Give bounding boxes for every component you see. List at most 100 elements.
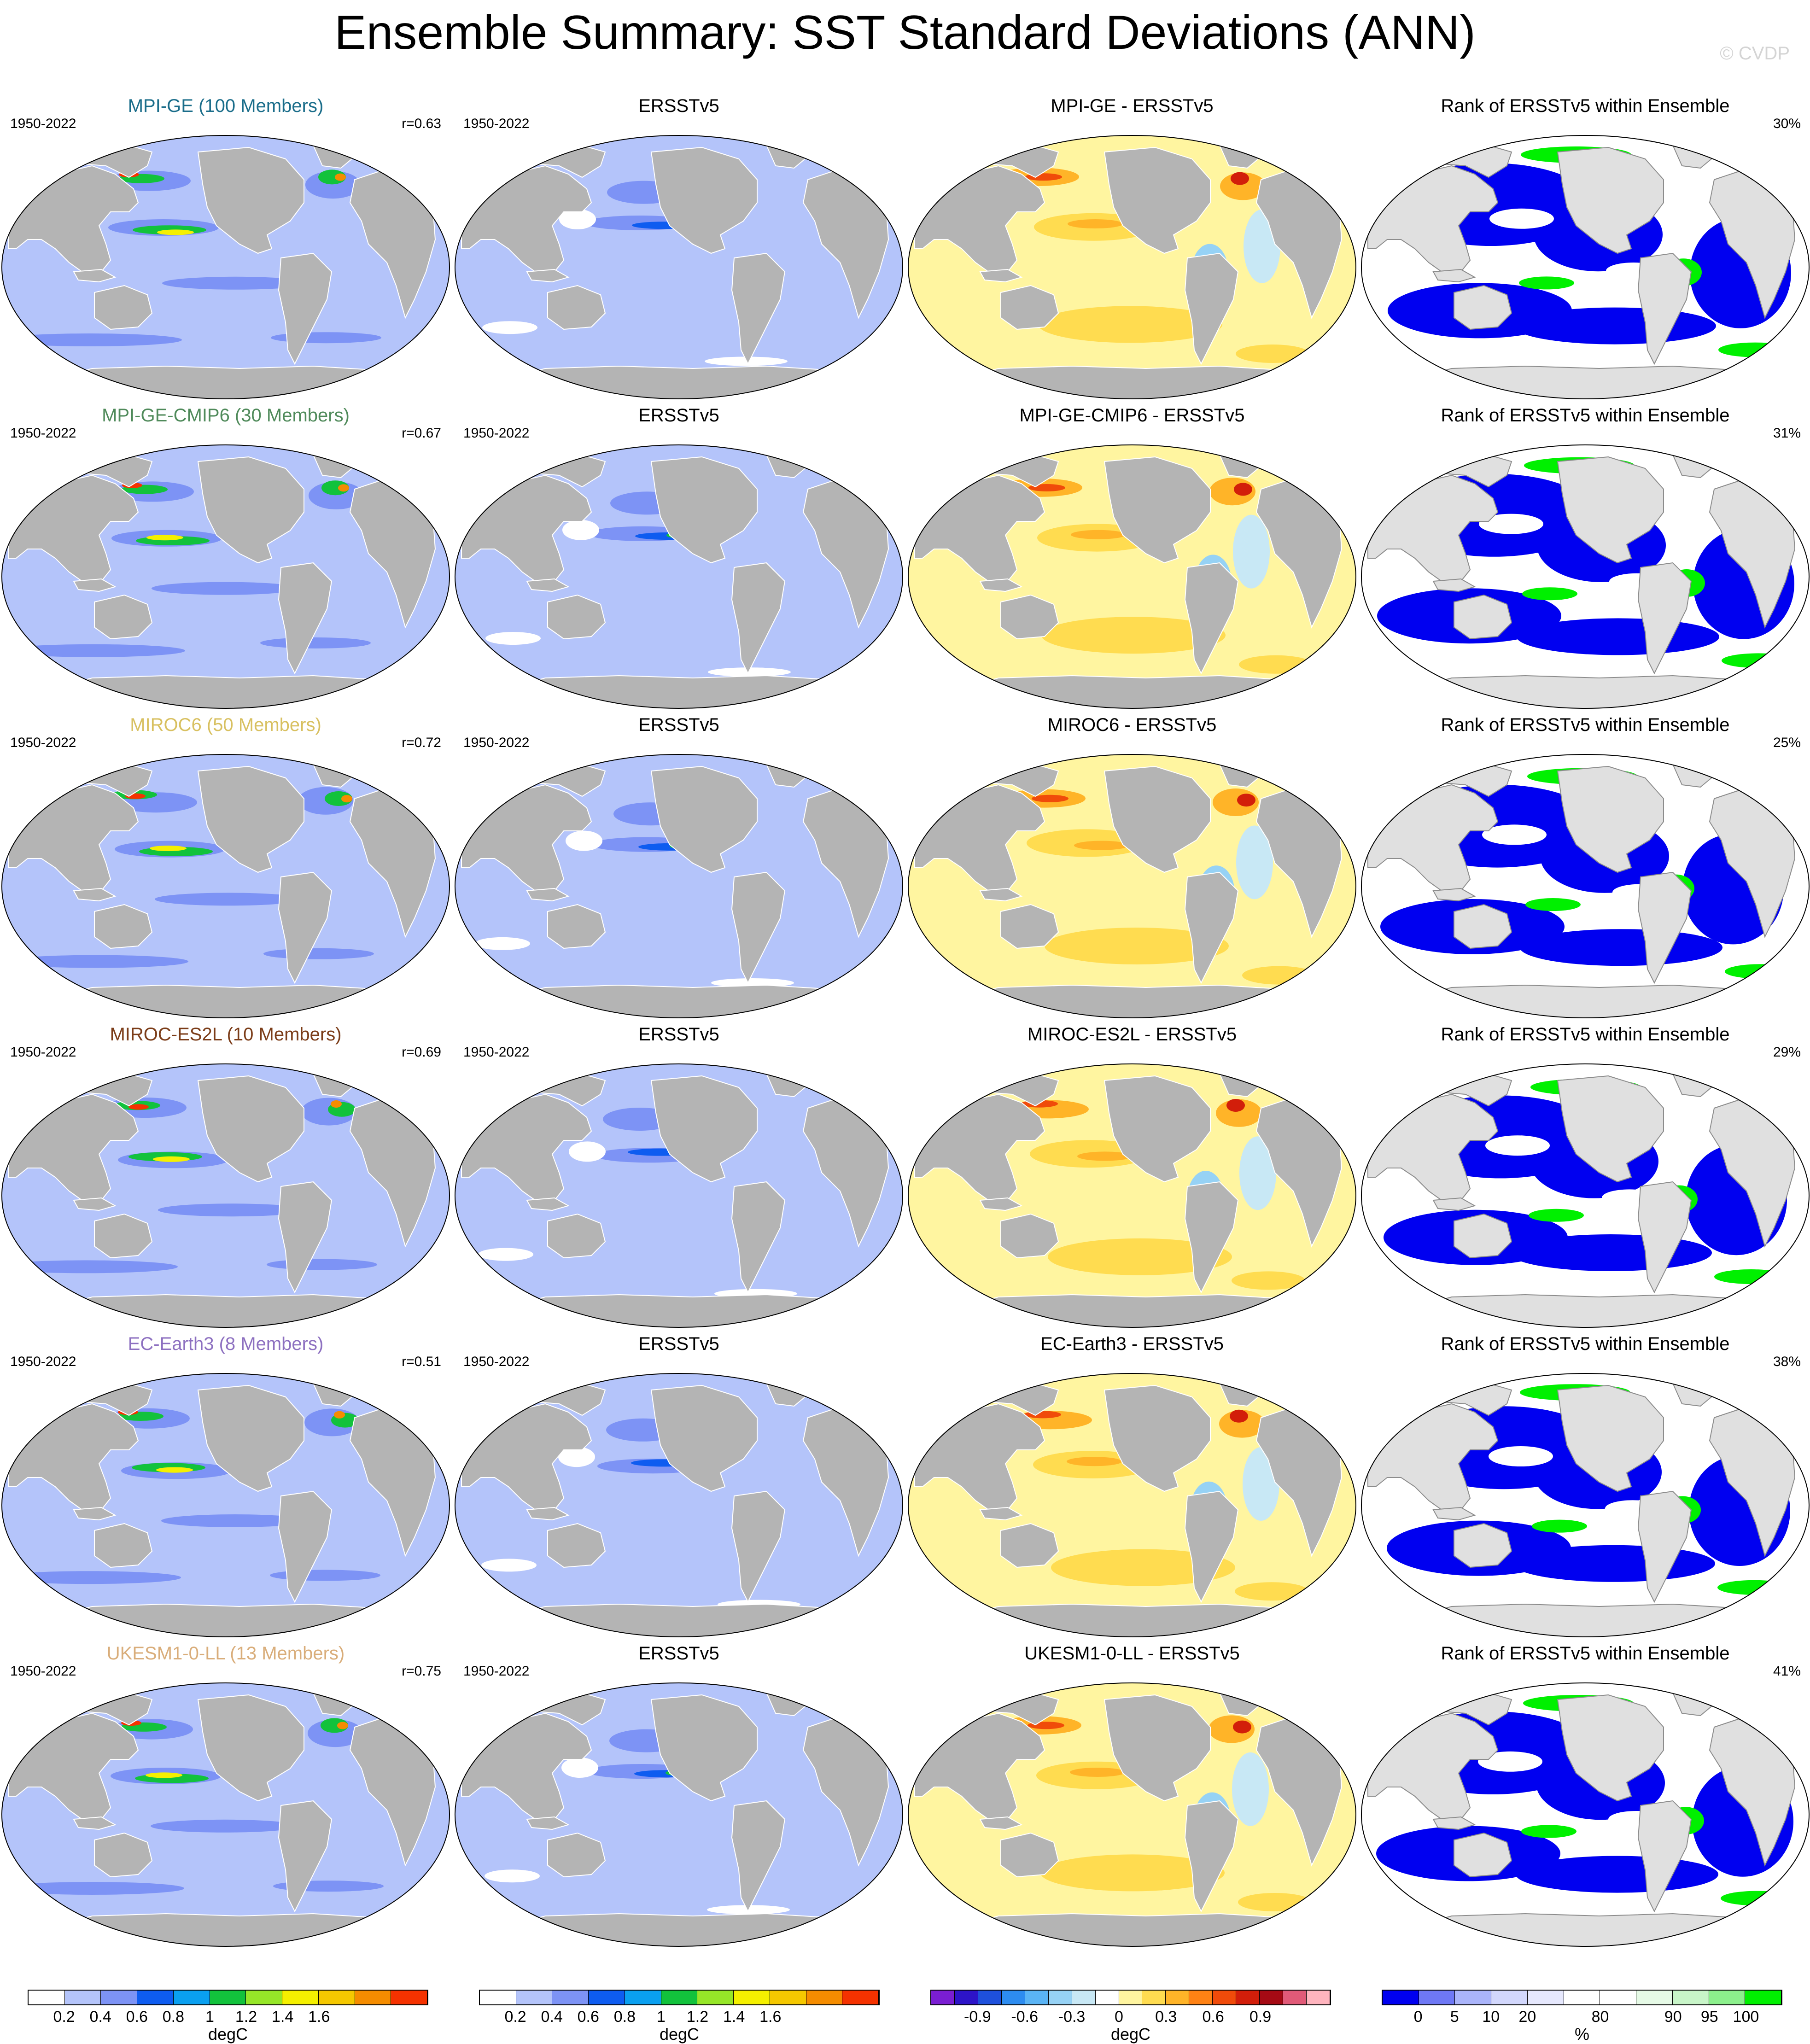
field-contour bbox=[1231, 172, 1249, 185]
map-container bbox=[1360, 1681, 1810, 1948]
obs-map bbox=[455, 1682, 903, 1947]
colorbar-strip bbox=[28, 1990, 428, 2005]
colorbar-unit: degC bbox=[1110, 2025, 1151, 2044]
colorbar-tick-label: 1.4 bbox=[271, 2008, 294, 2026]
colorbar-swatch bbox=[64, 1991, 101, 2004]
field-contour bbox=[1489, 208, 1554, 229]
field-contour bbox=[321, 480, 349, 496]
land-mass bbox=[1557, 146, 1664, 254]
colorbar-swatch bbox=[1095, 1991, 1119, 2004]
field-contour bbox=[1520, 929, 1722, 966]
colorbar-swatch bbox=[516, 1991, 553, 2004]
field-contour bbox=[146, 1772, 182, 1778]
model-map bbox=[1, 1373, 450, 1637]
land-mass bbox=[650, 765, 758, 873]
land-mass bbox=[1184, 562, 1239, 675]
field-contour bbox=[1041, 617, 1226, 654]
land-mass bbox=[1000, 904, 1059, 949]
colorbar-swatch bbox=[1048, 1991, 1072, 2004]
period-label: 1950-2022 bbox=[463, 735, 530, 750]
map-container bbox=[453, 134, 905, 401]
colorbar-swatch bbox=[1636, 1991, 1673, 2004]
rank-map bbox=[1361, 1373, 1810, 1637]
diff-map bbox=[908, 135, 1356, 399]
colorbar-swatch bbox=[1672, 1991, 1709, 2004]
colorbar-swatch bbox=[1142, 1991, 1166, 2004]
period-label: 1950-2022 bbox=[463, 426, 530, 441]
colorbar-swatch bbox=[391, 1991, 428, 2004]
map-outline bbox=[1361, 135, 1810, 399]
map-container bbox=[1360, 443, 1810, 710]
field-contour bbox=[128, 1104, 149, 1110]
map-container bbox=[906, 1062, 1358, 1329]
field-contour bbox=[1068, 219, 1123, 228]
land-mass bbox=[1557, 1075, 1664, 1183]
land-mass bbox=[1454, 1523, 1512, 1568]
field-contour bbox=[1521, 1825, 1576, 1838]
map-container bbox=[1360, 134, 1810, 401]
colorbar-tick-label: 1.2 bbox=[235, 2008, 257, 2026]
land-mass bbox=[526, 1507, 570, 1521]
field-contour bbox=[162, 276, 309, 290]
map-outline bbox=[455, 1063, 903, 1328]
land-mass bbox=[1000, 1832, 1059, 1878]
panel-title: ERSSTv5 bbox=[638, 405, 719, 426]
obs-map bbox=[455, 444, 903, 709]
land-mass bbox=[73, 1816, 117, 1830]
field-contour bbox=[1045, 928, 1229, 964]
field-contour bbox=[566, 830, 602, 851]
field-contour bbox=[485, 1869, 540, 1883]
colorbar: 0 5 10 20 80 90 95 100% bbox=[1382, 1990, 1782, 2044]
land-mass bbox=[547, 594, 606, 640]
field-contour bbox=[153, 1156, 190, 1162]
period-label: 1950-2022 bbox=[10, 116, 76, 131]
colorbar-tick-label: 0.6 bbox=[126, 2008, 148, 2026]
map-container bbox=[1360, 1062, 1810, 1329]
land-mass bbox=[1395, 675, 1789, 708]
model-panel: MPI-GE (100 Members) 1950-2022 r=0.63 bbox=[0, 92, 451, 401]
obs-map bbox=[455, 754, 903, 1018]
field-contour bbox=[1236, 825, 1273, 899]
land-mass bbox=[1000, 1523, 1059, 1568]
period-label: 1950-2022 bbox=[10, 735, 76, 750]
panel-title: ERSSTv5 bbox=[638, 96, 719, 116]
field-contour bbox=[1232, 1271, 1305, 1290]
land-mass bbox=[1432, 888, 1476, 902]
panel-title: ERSSTv5 bbox=[638, 1024, 719, 1045]
land-mass bbox=[1432, 269, 1476, 283]
model-panel: UKESM1-0-LL (13 Members) 1950-2022 r=0.75 bbox=[0, 1640, 451, 1948]
panel-title: MPI-GE (100 Members) bbox=[128, 96, 324, 116]
land-mass bbox=[1637, 1490, 1692, 1603]
land-mass bbox=[197, 1384, 304, 1492]
field-contour bbox=[1074, 841, 1129, 850]
colorbar-swatch bbox=[1307, 1991, 1330, 2004]
colorbar-swatch bbox=[1527, 1991, 1564, 2004]
field-contour bbox=[485, 632, 541, 645]
pattern-correlation: r=0.67 bbox=[402, 426, 441, 441]
land-mass bbox=[1000, 285, 1059, 330]
field-contour bbox=[1485, 1135, 1550, 1156]
land-mass bbox=[526, 1197, 570, 1211]
colorbar-swatch bbox=[589, 1991, 625, 2004]
land-mass bbox=[1395, 1294, 1789, 1327]
panel-title: MIROC6 (50 Members) bbox=[130, 715, 321, 735]
rank-map bbox=[1361, 754, 1810, 1018]
colorbar-tick-label: 80 bbox=[1591, 2008, 1609, 2026]
map-outline bbox=[1, 1373, 450, 1637]
rank-panel: Rank of ERSSTv5 within Ensemble 30% bbox=[1360, 92, 1810, 401]
land-mass bbox=[489, 365, 882, 399]
colorbar-tick-label: 0.9 bbox=[1249, 2008, 1272, 2026]
panel-title: MIROC-ES2L - ERSSTv5 bbox=[1027, 1024, 1237, 1045]
obs-map bbox=[455, 135, 903, 399]
field-contour bbox=[155, 893, 302, 906]
field-contour bbox=[481, 1559, 537, 1572]
field-contour bbox=[263, 948, 374, 959]
colorbar-swatch bbox=[1189, 1991, 1213, 2004]
panel-title: MIROC6 - ERSSTv5 bbox=[1047, 715, 1217, 735]
land-mass bbox=[1395, 1603, 1789, 1637]
panel-title: ERSSTv5 bbox=[638, 715, 719, 735]
field-contour bbox=[1516, 1856, 1718, 1893]
map-container bbox=[453, 1372, 905, 1639]
map-container bbox=[906, 134, 1358, 401]
period-label: 1950-2022 bbox=[10, 1045, 76, 1060]
